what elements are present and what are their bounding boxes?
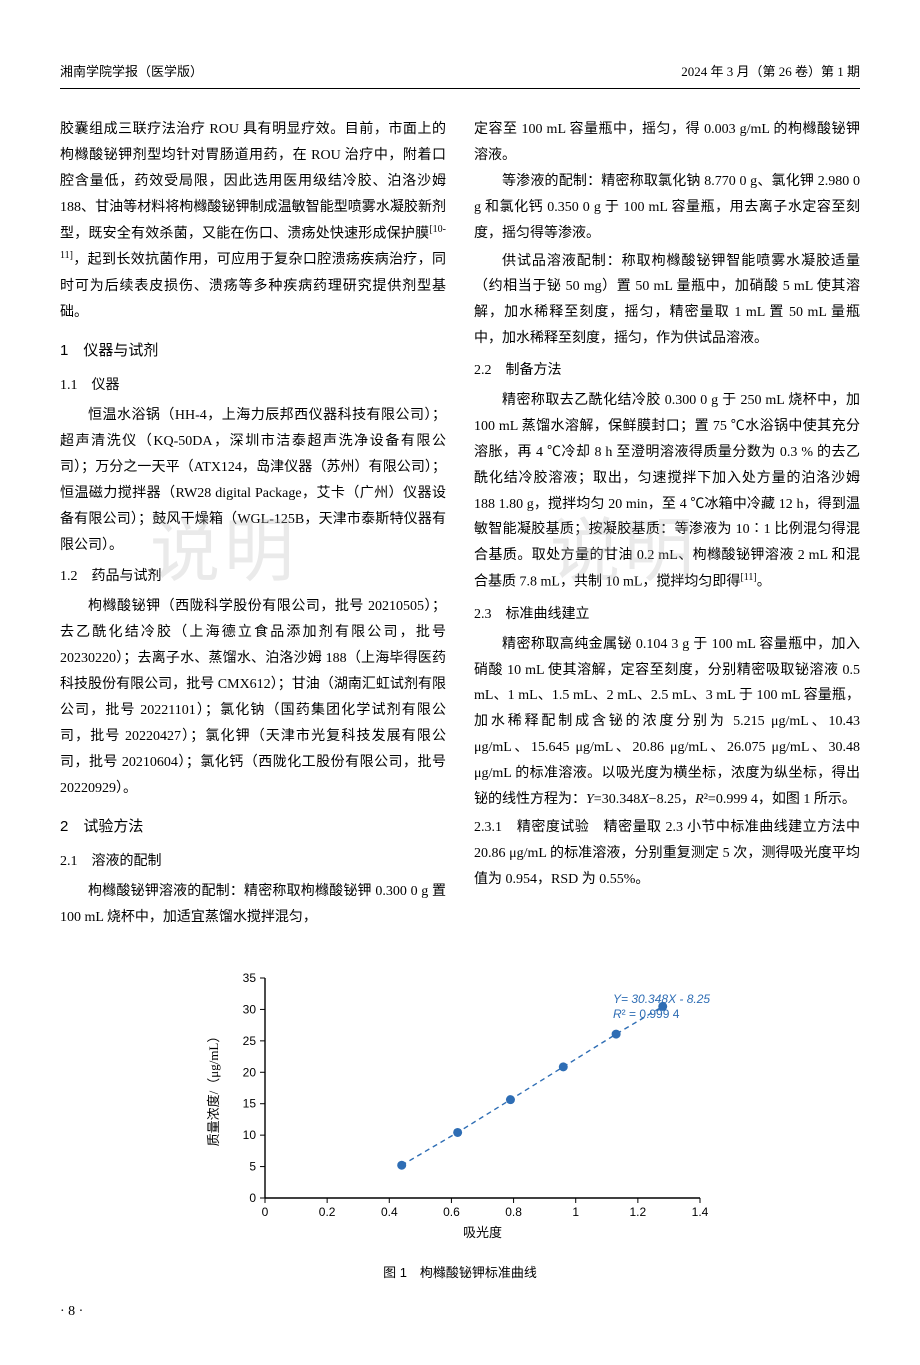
section-2-3-body: 精密称取高纯金属铋 0.104 3 g 于 100 mL 容量瓶中，加入硝酸 1… <box>474 632 860 813</box>
section-2-3-heading: 2.3 标准曲线建立 <box>474 602 860 628</box>
svg-text:0.6: 0.6 <box>443 1205 460 1219</box>
svg-text:Y= 30.348X - 8.25: Y= 30.348X - 8.25 <box>613 992 710 1006</box>
svg-text:0.2: 0.2 <box>319 1205 336 1219</box>
svg-text:0.4: 0.4 <box>381 1205 398 1219</box>
svg-text:1: 1 <box>572 1205 579 1219</box>
section-1-1-body: 恒温水浴锅（HH-4，上海力辰邦西仪器科技有限公司）；超声清洗仪（KQ-50DA… <box>60 403 446 558</box>
section-2-heading: 2 试验方法 <box>60 813 446 841</box>
section-1-heading: 1 仪器与试剂 <box>60 337 446 365</box>
section-2-2-heading: 2.2 制备方法 <box>474 358 860 384</box>
section-1-2-body: 枸橼酸铋钾（西陇科学股份有限公司，批号 20210505）；去乙酰化结冷胶（上海… <box>60 594 446 801</box>
section-1-2-heading: 1.2 药品与试剂 <box>60 564 446 590</box>
two-column-layout: 胶囊组成三联疗法治疗 ROU 具有明显疗效。目前，市面上的枸橼酸铋钾剂型均针对胃… <box>60 117 860 933</box>
svg-text:30: 30 <box>243 1002 257 1016</box>
svg-text:R² = 0.999 4: R² = 0.999 4 <box>613 1007 680 1021</box>
svg-text:0: 0 <box>262 1205 269 1219</box>
svg-text:20: 20 <box>243 1065 257 1079</box>
section-2-1-heading: 2.1 溶液的配制 <box>60 849 446 875</box>
section-2-1-body: 枸橼酸铋钾溶液的配制：精密称取枸橼酸铋钾 0.300 0 g 置 100 mL … <box>60 879 446 931</box>
svg-text:吸光度: 吸光度 <box>463 1225 502 1240</box>
intro-paragraph: 胶囊组成三联疗法治疗 ROU 具有明显疗效。目前，市面上的枸橼酸铋钾剂型均针对胃… <box>60 117 446 325</box>
figure-1-caption: 图 1 枸橼酸铋钾标准曲线 <box>60 1261 860 1285</box>
svg-text:质量浓度/（μg/mL）: 质量浓度/（μg/mL） <box>206 1030 221 1147</box>
left-column: 胶囊组成三联疗法治疗 ROU 具有明显疗效。目前，市面上的枸橼酸铋钾剂型均针对胃… <box>60 117 446 933</box>
svg-text:1.2: 1.2 <box>630 1205 647 1219</box>
svg-text:0.8: 0.8 <box>505 1205 522 1219</box>
figure-1: 0 0.2 0.4 0.6 0.8 1 1.2 1.4 0 5 10 15 20 25 30 35 吸光度 质量浓… <box>60 963 860 1285</box>
svg-text:35: 35 <box>243 971 257 985</box>
right-column: 定容至 100 mL 容量瓶中，摇匀，得 0.003 g/mL 的枸橼酸铋钾溶液… <box>474 117 860 933</box>
journal-name: 湘南学院学报（医学版） <box>60 60 203 84</box>
r-para-2: 等渗液的配制：精密称取氯化钠 8.770 0 g、氯化钾 2.980 0 g 和… <box>474 169 860 247</box>
page-number: · 8 · <box>60 1299 860 1325</box>
section-2-3-1: 2.3.1 精密度试验 精密量取 2.3 小节中标准曲线建立方法中 20.86 … <box>474 815 860 893</box>
svg-text:10: 10 <box>243 1128 257 1142</box>
r-para-1: 定容至 100 mL 容量瓶中，摇匀，得 0.003 g/mL 的枸橼酸铋钾溶液… <box>474 117 860 169</box>
issue-info: 2024 年 3 月（第 26 卷）第 1 期 <box>681 60 860 84</box>
svg-text:25: 25 <box>243 1034 257 1048</box>
section-2-2-body: 精密称取去乙酰化结冷胶 0.300 0 g 于 250 mL 烧杯中，加 100… <box>474 388 860 596</box>
page-header: 湘南学院学报（医学版） 2024 年 3 月（第 26 卷）第 1 期 <box>60 60 860 89</box>
standard-curve-chart: 0 0.2 0.4 0.6 0.8 1 1.2 1.4 0 5 10 15 20 25 30 35 吸光度 质量浓… <box>200 963 720 1243</box>
r-para-3: 供试品溶液配制：称取枸橼酸铋钾智能喷雾水凝胶适量（约相当于铋 50 mg）置 5… <box>474 249 860 353</box>
svg-text:0: 0 <box>249 1191 256 1205</box>
svg-text:1.4: 1.4 <box>692 1205 709 1219</box>
section-1-1-heading: 1.1 仪器 <box>60 373 446 399</box>
svg-text:15: 15 <box>243 1097 257 1111</box>
svg-text:5: 5 <box>249 1159 256 1173</box>
